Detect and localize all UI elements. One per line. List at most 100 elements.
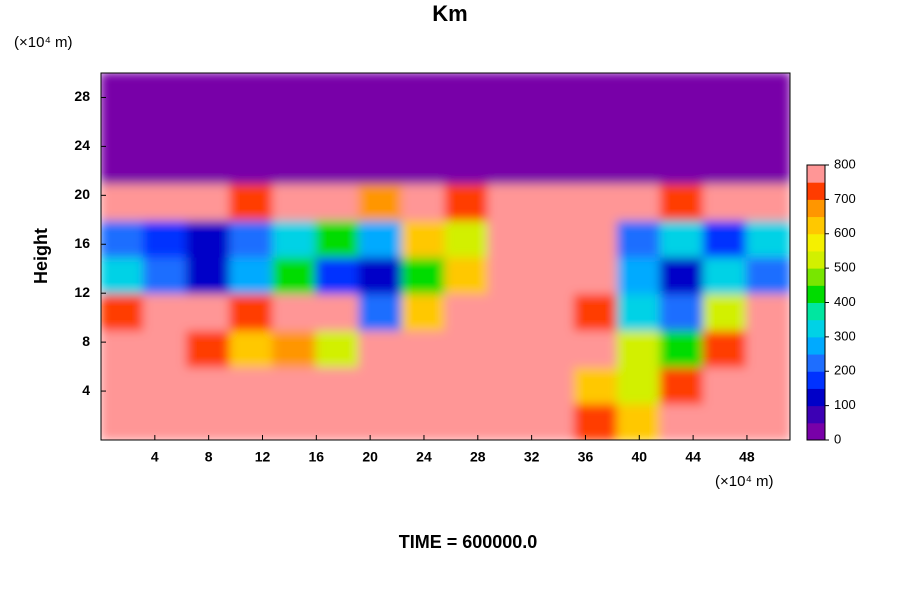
cell <box>186 145 232 185</box>
colorbar-band <box>807 182 825 200</box>
cell <box>358 328 404 368</box>
cell <box>101 328 146 368</box>
cell <box>143 108 189 148</box>
cell <box>616 255 662 295</box>
colorbar-band <box>807 354 825 372</box>
cell <box>530 182 576 221</box>
cell <box>143 182 189 221</box>
cell <box>101 182 146 221</box>
colorbar-tick-label: 800 <box>834 156 856 171</box>
cell <box>487 292 533 331</box>
cell <box>487 328 533 368</box>
y-tick-label: 28 <box>74 88 90 104</box>
cell <box>101 402 146 440</box>
cell <box>659 292 705 331</box>
cell <box>229 328 275 368</box>
cell <box>444 292 490 331</box>
cell <box>573 402 619 440</box>
colorbar-band <box>807 285 825 303</box>
colorbar-band <box>807 233 825 252</box>
y-tick-label: 16 <box>74 235 90 251</box>
cell <box>101 108 146 148</box>
cell <box>101 255 146 295</box>
cell <box>487 182 533 221</box>
cell <box>229 182 275 221</box>
cell <box>272 108 318 148</box>
cell <box>401 292 447 331</box>
cell <box>229 365 275 405</box>
y-tick-label: 12 <box>74 284 90 300</box>
cell <box>358 73 404 111</box>
cell <box>616 73 662 111</box>
cell <box>573 365 619 405</box>
colorbar-band <box>807 199 825 218</box>
cell <box>186 182 232 221</box>
cell <box>101 218 146 258</box>
cell <box>315 145 361 185</box>
cell <box>616 328 662 368</box>
colorbar-band <box>807 268 825 286</box>
cell <box>616 365 662 405</box>
cell <box>616 218 662 258</box>
colorbar-tick-label: 400 <box>834 294 856 309</box>
cell <box>143 73 189 111</box>
cell <box>659 328 705 368</box>
cell <box>444 108 490 148</box>
cell <box>745 182 790 221</box>
cell <box>659 73 705 111</box>
x-unit: (×10⁴ m) <box>715 473 774 490</box>
cell <box>444 73 490 111</box>
cell <box>315 218 361 258</box>
cell <box>358 365 404 405</box>
colorbar-band <box>807 422 825 441</box>
cell <box>702 292 748 331</box>
cell <box>530 108 576 148</box>
colorbar-tick-label: 300 <box>834 328 856 343</box>
cell <box>745 108 790 148</box>
cell <box>401 365 447 405</box>
cell <box>315 292 361 331</box>
cell <box>702 255 748 295</box>
cell <box>143 328 189 368</box>
cell <box>229 73 275 111</box>
cell <box>573 145 619 185</box>
cell <box>616 292 662 331</box>
cell <box>745 255 790 295</box>
cell <box>358 182 404 221</box>
cell <box>272 402 318 440</box>
cell <box>702 365 748 405</box>
x-tick-label: 24 <box>416 449 432 465</box>
cell <box>272 218 318 258</box>
cell <box>401 255 447 295</box>
cell <box>358 218 404 258</box>
cell <box>143 402 189 440</box>
footer: TIME = 600000.0 <box>399 532 538 552</box>
cell <box>358 402 404 440</box>
x-tick-label: 40 <box>631 449 647 465</box>
cell <box>487 73 533 111</box>
x-tick-label: 4 <box>151 449 159 465</box>
cell <box>487 365 533 405</box>
cell <box>315 255 361 295</box>
cell <box>530 145 576 185</box>
cell <box>143 255 189 295</box>
cell <box>659 108 705 148</box>
cell <box>186 108 232 148</box>
x-tick-label: 8 <box>205 449 213 465</box>
cell <box>101 145 146 185</box>
cell <box>487 108 533 148</box>
cell <box>315 365 361 405</box>
colorbar-tick-label: 200 <box>834 363 856 378</box>
cell <box>358 145 404 185</box>
cell <box>358 292 404 331</box>
x-tick-label: 36 <box>578 449 594 465</box>
cell <box>272 292 318 331</box>
cell <box>401 402 447 440</box>
y-tick-label: 20 <box>74 186 90 202</box>
cell <box>401 108 447 148</box>
cell <box>401 218 447 258</box>
cell <box>573 73 619 111</box>
cell <box>444 218 490 258</box>
cell <box>573 108 619 148</box>
